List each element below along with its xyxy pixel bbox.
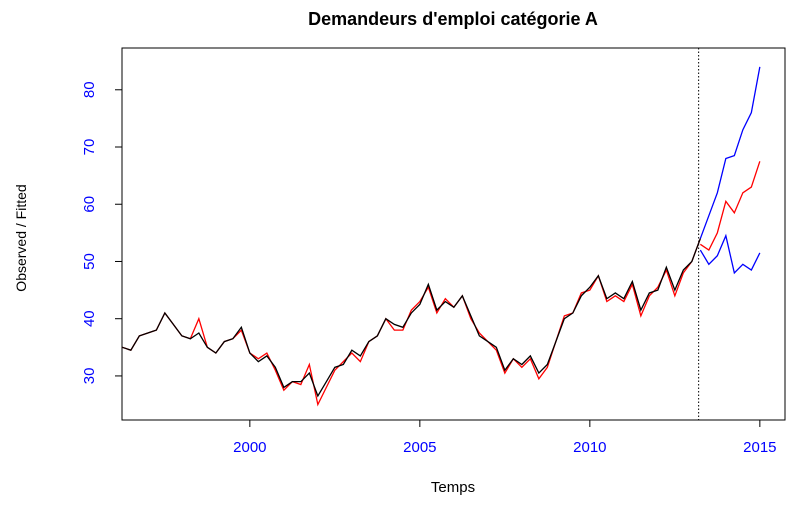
y-tick-label: 30	[81, 368, 98, 385]
y-tick-label: 40	[81, 310, 98, 327]
series-line	[699, 233, 761, 275]
series-line	[699, 161, 761, 251]
x-tick-label: 2005	[403, 439, 436, 456]
y-tick-label: 50	[81, 253, 98, 270]
x-tick-label: 2015	[743, 439, 776, 456]
y-tick-label: 70	[81, 139, 98, 156]
x-axis-label: Temps	[431, 479, 475, 496]
x-tick-label: 2000	[233, 439, 266, 456]
plot-frame	[121, 47, 786, 421]
series-line	[122, 238, 701, 398]
y-tick-label: 60	[81, 196, 98, 213]
y-tick-label: 80	[81, 81, 98, 98]
chart-title: Demandeurs d'emploi catégorie A	[308, 9, 598, 29]
y-axis-label: Observed / Fitted	[13, 184, 29, 291]
series-line	[122, 238, 701, 407]
series-line	[699, 66, 761, 239]
x-tick-label: 2010	[573, 439, 606, 456]
